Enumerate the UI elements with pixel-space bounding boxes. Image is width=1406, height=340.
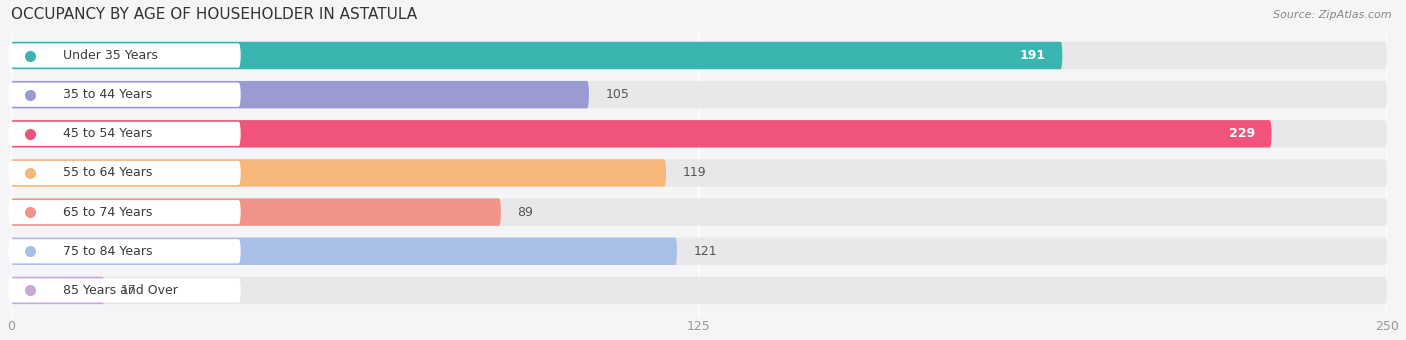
FancyBboxPatch shape [8, 161, 240, 185]
Text: 45 to 54 Years: 45 to 54 Years [63, 127, 153, 140]
FancyBboxPatch shape [11, 42, 1388, 69]
FancyBboxPatch shape [11, 81, 1388, 108]
FancyBboxPatch shape [8, 44, 240, 68]
Text: 191: 191 [1019, 49, 1046, 62]
Text: 105: 105 [606, 88, 630, 101]
Text: OCCUPANCY BY AGE OF HOUSEHOLDER IN ASTATULA: OCCUPANCY BY AGE OF HOUSEHOLDER IN ASTAT… [11, 7, 418, 22]
FancyBboxPatch shape [8, 278, 240, 303]
Text: 35 to 44 Years: 35 to 44 Years [63, 88, 152, 101]
FancyBboxPatch shape [11, 277, 104, 304]
Text: 229: 229 [1229, 127, 1256, 140]
FancyBboxPatch shape [11, 199, 501, 226]
Text: 55 to 64 Years: 55 to 64 Years [63, 167, 153, 180]
FancyBboxPatch shape [11, 159, 666, 187]
Text: 121: 121 [693, 245, 717, 258]
FancyBboxPatch shape [8, 122, 240, 146]
Text: 17: 17 [121, 284, 136, 297]
FancyBboxPatch shape [8, 83, 240, 107]
Text: Under 35 Years: Under 35 Years [63, 49, 157, 62]
FancyBboxPatch shape [11, 238, 1388, 265]
FancyBboxPatch shape [8, 239, 240, 264]
FancyBboxPatch shape [11, 159, 1388, 187]
FancyBboxPatch shape [11, 277, 1388, 304]
FancyBboxPatch shape [11, 238, 678, 265]
FancyBboxPatch shape [11, 81, 589, 108]
Text: 119: 119 [682, 167, 706, 180]
Text: 65 to 74 Years: 65 to 74 Years [63, 206, 153, 219]
Text: 85 Years and Over: 85 Years and Over [63, 284, 179, 297]
FancyBboxPatch shape [11, 120, 1388, 148]
FancyBboxPatch shape [11, 120, 1271, 148]
FancyBboxPatch shape [11, 199, 1388, 226]
Text: 75 to 84 Years: 75 to 84 Years [63, 245, 153, 258]
FancyBboxPatch shape [11, 42, 1063, 69]
FancyBboxPatch shape [8, 200, 240, 224]
Text: Source: ZipAtlas.com: Source: ZipAtlas.com [1274, 10, 1392, 20]
Text: 89: 89 [517, 206, 533, 219]
